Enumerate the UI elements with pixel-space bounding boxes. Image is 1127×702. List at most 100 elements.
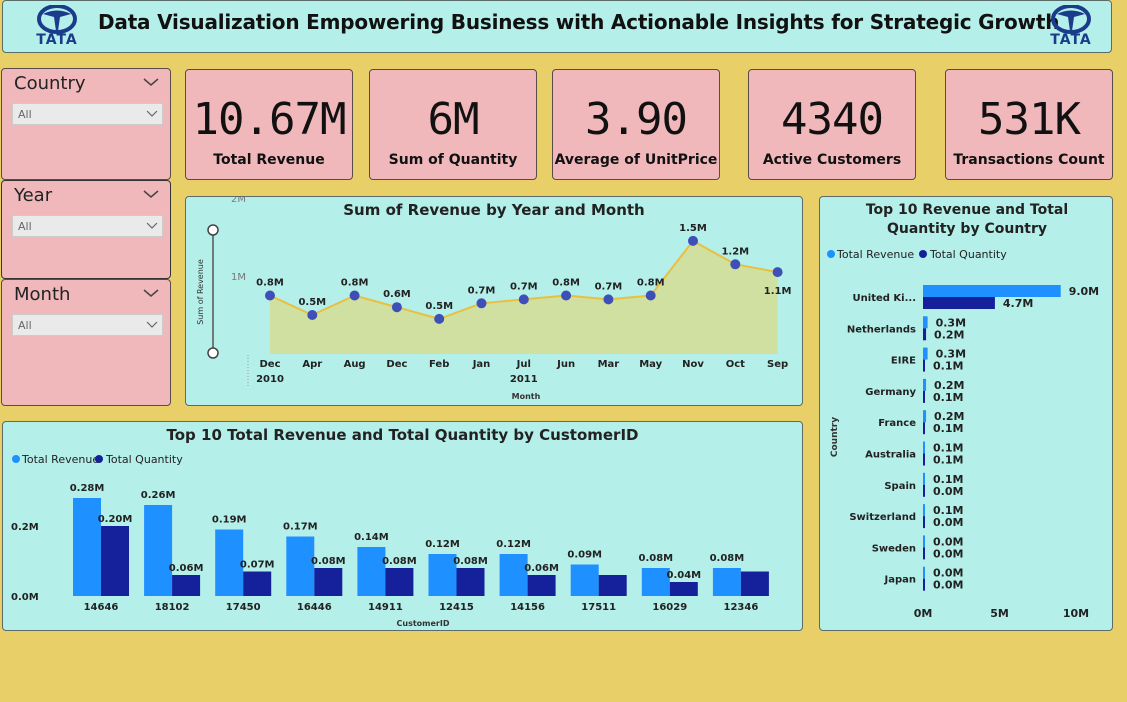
quantity-bar (923, 297, 995, 309)
revenue-bar (923, 347, 928, 360)
y-tick-label: 1M (231, 272, 246, 283)
data-point (391, 302, 402, 313)
x-tick-label: Sep (767, 359, 788, 370)
revenue-data-label: 0.14M (354, 532, 389, 543)
y-tick-label: Sweden (872, 543, 916, 554)
revenue-bar (641, 568, 670, 596)
revenue-bar (357, 547, 386, 596)
data-point (603, 294, 614, 305)
quantity-bar (740, 571, 769, 596)
data-point (265, 290, 275, 301)
area-chart-canvas: 1M 2M Sum of Revenue 0.8M Dec 0.5M Apr 0.8M Aug 0… (196, 197, 791, 401)
x-tick-label: Feb (429, 359, 449, 370)
chevron-down-icon (146, 321, 158, 328)
x-tick-label: 14911 (368, 602, 403, 613)
revenue-bar (923, 441, 925, 454)
customer-chart-canvas: Total Revenue Total Quantity 0.0M 0.2M 0.28M… (11, 453, 769, 628)
revenue-data-label: 0.0M (933, 567, 963, 580)
dropdown-value: All (18, 220, 32, 233)
kpi-card-total-revenue: 10.67M Total Revenue (185, 69, 353, 180)
revenue-data-label: 0.09M (567, 550, 602, 561)
revenue-bar (73, 498, 101, 596)
revenue-data-label: 0.0M (933, 535, 963, 548)
quantity-data-label: 0.0M (933, 516, 963, 529)
customer-bar-chart: Top 10 Total Revenue and Total Quantity … (2, 421, 803, 631)
year-label: 2011 (510, 374, 538, 385)
quantity-bar (243, 571, 272, 596)
chevron-down-icon[interactable] (142, 187, 160, 201)
kpi-card-average-unitprice: 3.90 Average of UnitPrice (552, 69, 720, 180)
quantity-bar (456, 568, 485, 596)
x-tick-label: 17511 (581, 602, 616, 613)
revenue-bar (923, 316, 928, 329)
country-dropdown[interactable]: All (12, 103, 163, 125)
quantity-bar (923, 328, 927, 341)
data-point (518, 294, 529, 305)
revenue-by-month-chart: Sum of Revenue by Year and Month 1M 2M Sum… (185, 196, 803, 406)
data-label: 0.8M (637, 278, 665, 289)
tata-emblem-icon (37, 4, 77, 34)
revenue-data-label: 9.0M (1069, 285, 1099, 298)
x-tick-label: 0M (914, 607, 933, 620)
quantity-data-label: 0.1M (933, 391, 963, 404)
chevron-down-icon[interactable] (142, 75, 160, 89)
quantity-bar (923, 547, 925, 560)
x-tick-label: Nov (682, 359, 704, 370)
data-point (349, 290, 360, 301)
revenue-data-label: 0.17M (283, 522, 318, 533)
kpi-value: 10.67M (192, 94, 347, 145)
kpi-value: 531K (978, 94, 1081, 145)
quantity-data-label: 0.1M (933, 360, 963, 373)
quantity-data-label: 0.06M (169, 563, 204, 574)
chevron-down-icon (146, 222, 158, 229)
data-point (434, 313, 445, 324)
data-point (688, 235, 698, 246)
revenue-data-label: 0.12M (496, 539, 531, 550)
revenue-data-label: 0.12M (425, 539, 460, 550)
x-tick-label: 5M (990, 607, 1009, 620)
revenue-bar (923, 378, 927, 391)
x-tick-label: Jan (472, 359, 491, 370)
quantity-data-label: 0.08M (382, 556, 417, 567)
quantity-data-label: 0.2M (934, 328, 964, 341)
revenue-bar (923, 472, 925, 485)
quantity-bar (385, 568, 414, 596)
quantity-bar (172, 575, 201, 596)
year-dropdown[interactable]: All (12, 215, 163, 237)
revenue-data-label: 0.2M (934, 379, 964, 392)
slicer-label: Month (14, 284, 71, 305)
x-axis-label: Month (512, 392, 541, 401)
data-point (645, 290, 656, 301)
year-label: 2010 (256, 374, 284, 385)
y-axis-label: Sum of Revenue (196, 259, 205, 325)
quantity-bar (923, 578, 925, 591)
country-chart-canvas: Total Revenue Total Quantity Country United… (827, 248, 1099, 620)
quantity-bar (923, 453, 925, 466)
data-point (561, 290, 572, 301)
month-dropdown[interactable]: All (12, 314, 163, 336)
y-tick-label: United Ki... (853, 293, 916, 304)
revenue-bar (215, 529, 244, 596)
quantity-bar (598, 575, 627, 596)
country-bar-chart: Top 10 Revenue and Total Quantity by Cou… (819, 196, 1113, 631)
x-tick-label: 10M (1063, 607, 1089, 620)
quantity-bar (101, 526, 129, 596)
quantity-bar (314, 568, 343, 596)
revenue-data-label: 0.26M (141, 490, 176, 501)
legend-label: Total Quantity (929, 248, 1007, 261)
quantity-data-label: 0.08M (453, 556, 488, 567)
kpi-value: 6M (427, 94, 480, 145)
y-tick-label: 0.0M (11, 592, 39, 603)
chart-title: Top 10 Revenue and Total Quantity by Cou… (865, 202, 1069, 237)
x-tick-label: Apr (302, 359, 322, 370)
quantity-bar (923, 516, 925, 529)
y-tick-label: 2M (231, 197, 246, 205)
x-axis-label: CustomerID (397, 619, 450, 628)
kpi-caption: Average of UnitPrice (554, 152, 718, 168)
data-label: 0.6M (383, 289, 411, 300)
chevron-down-icon[interactable] (142, 286, 160, 300)
kpi-caption: Transactions Count (953, 152, 1105, 168)
page-title: Data Visualization Empowering Business w… (98, 10, 1060, 34)
kpi-value: 3.90 (585, 94, 688, 145)
quantity-bar (669, 582, 698, 596)
